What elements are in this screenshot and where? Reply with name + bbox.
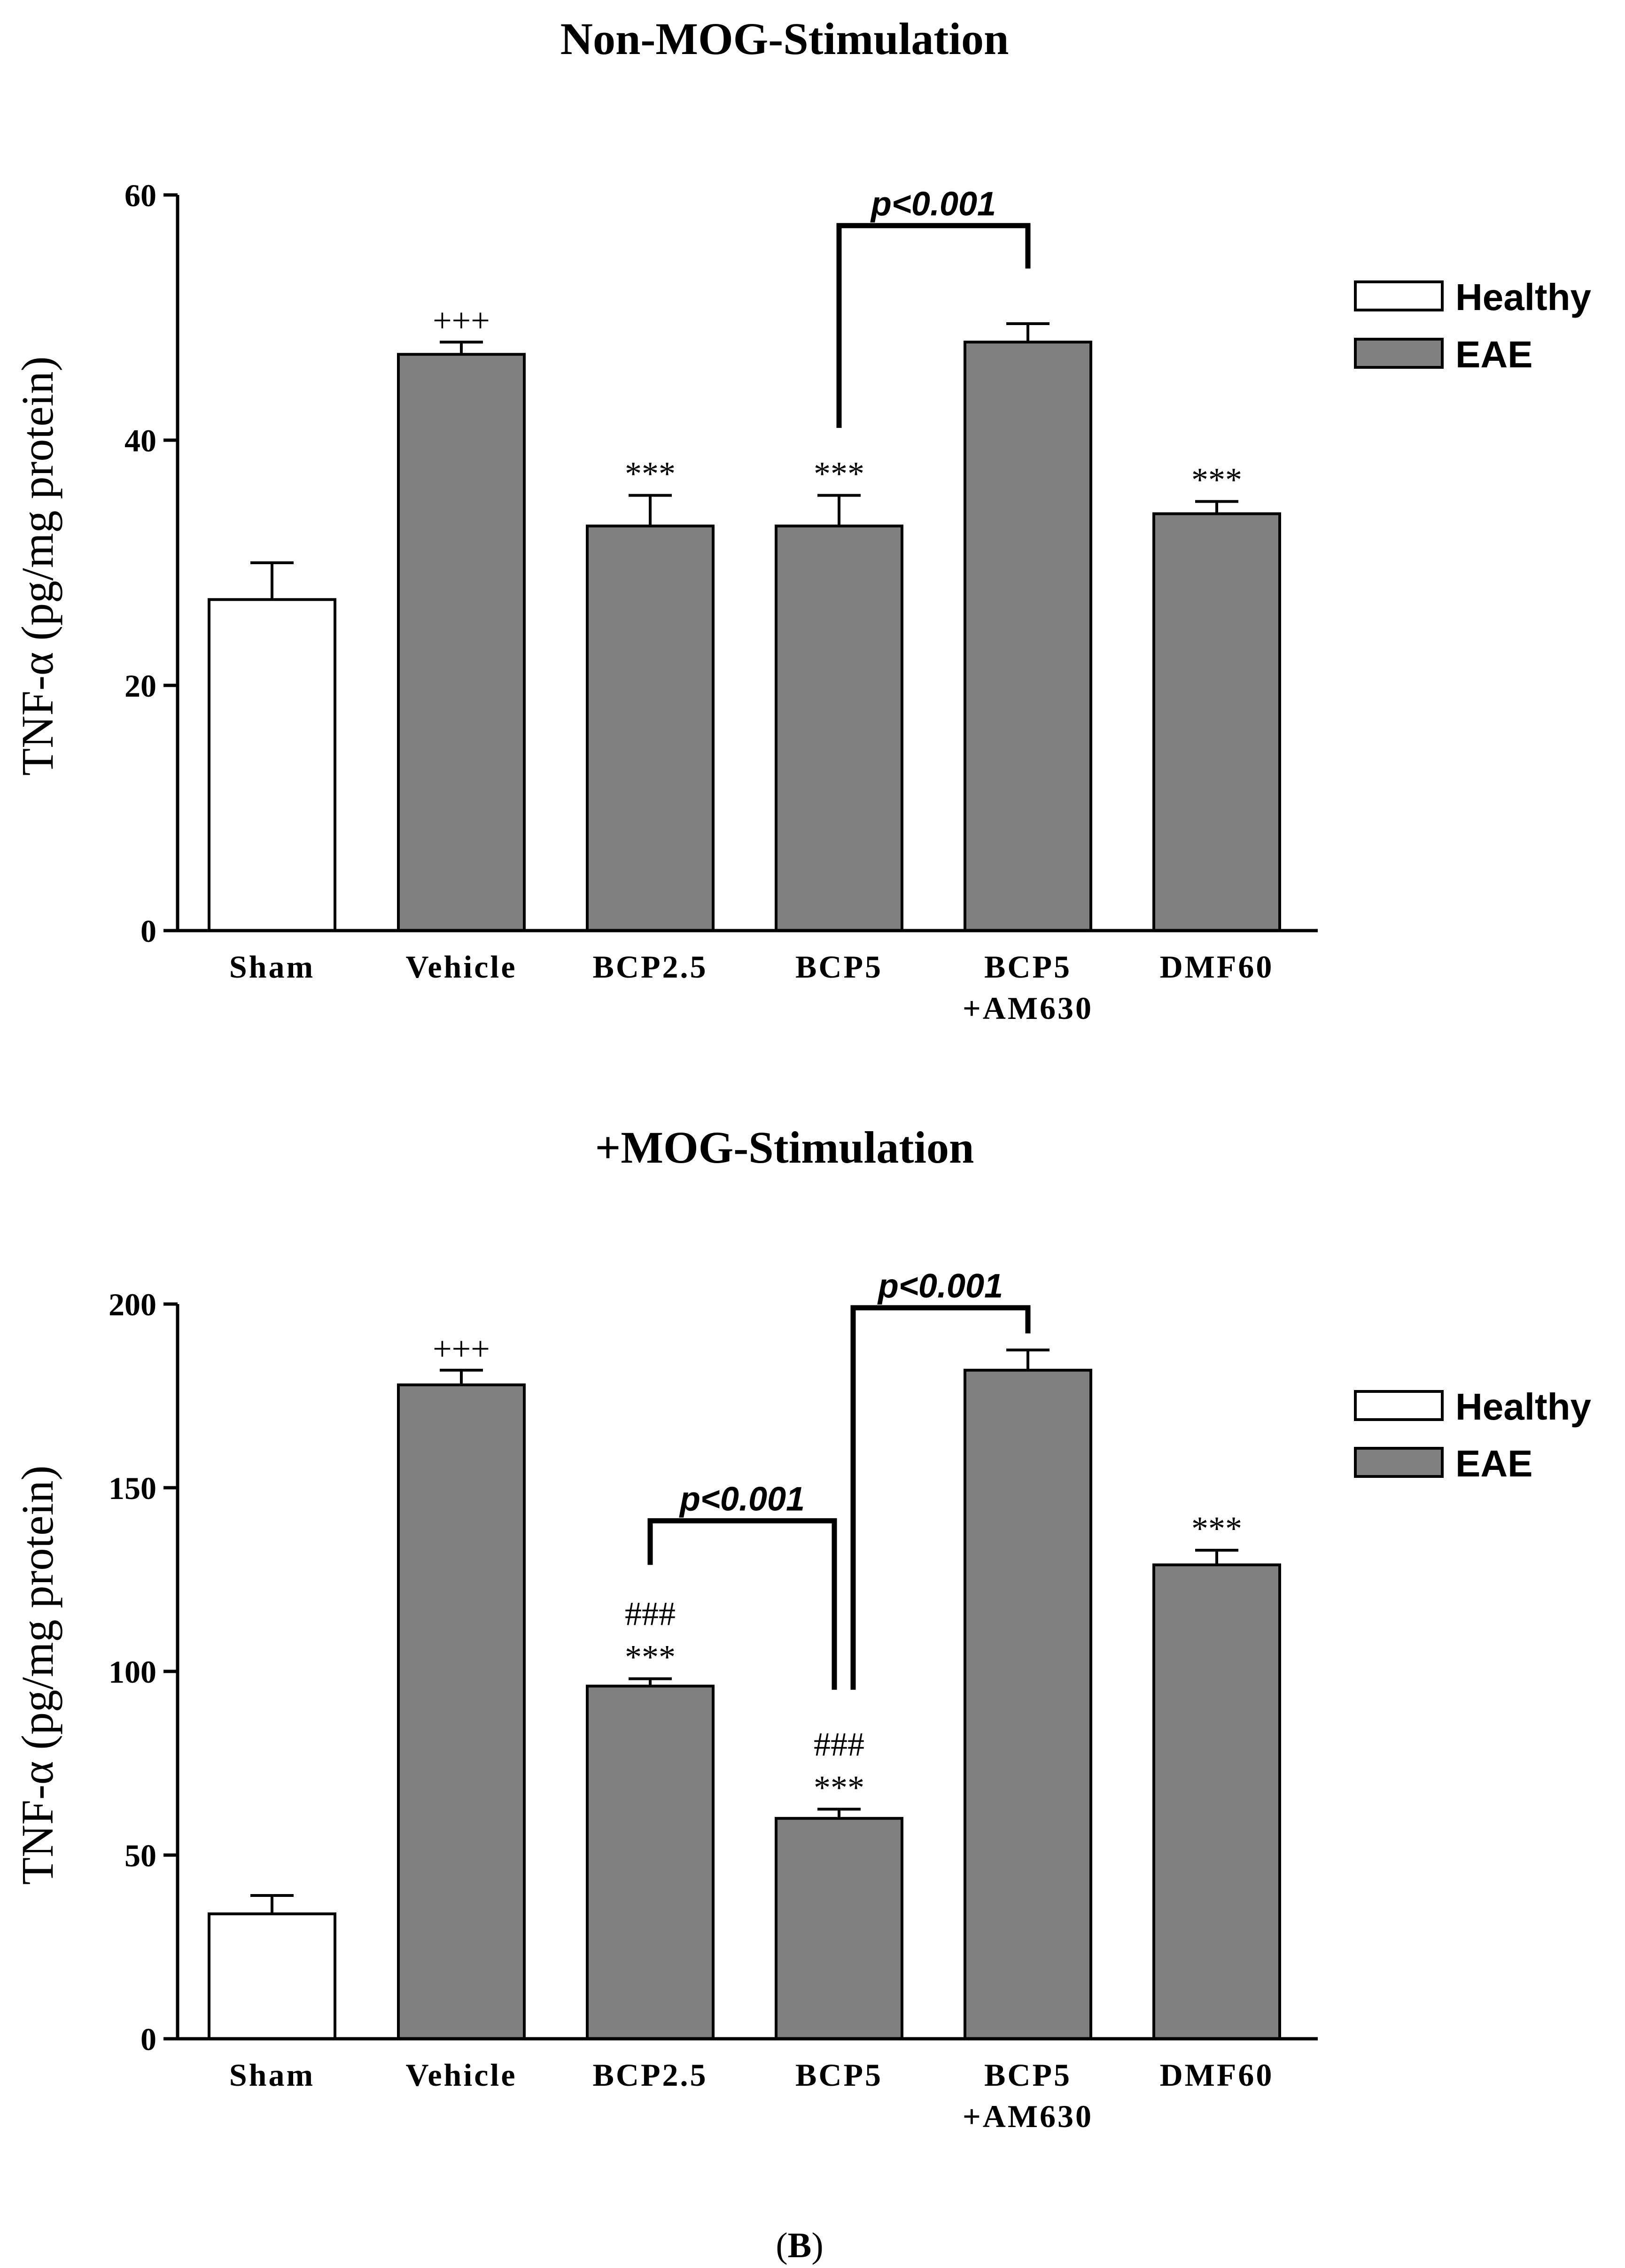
comparison-brackets: p<0.001 p<0.001 — [647, 1267, 1031, 1690]
star-annotation: *** — [1191, 461, 1242, 499]
x-category-label: +AM630 — [963, 990, 1093, 1026]
legend-swatch-eae — [1354, 338, 1444, 369]
comparison-bracket — [836, 223, 1031, 428]
bar-sham — [208, 598, 336, 932]
comparison-bracket — [647, 1518, 837, 1690]
star-annotation: *** — [814, 455, 864, 492]
legend-label-eae: EAE — [1455, 334, 1533, 375]
star-annotation: *** — [1191, 1510, 1242, 1547]
x-category-label: BCP2.5 — [593, 949, 708, 985]
x-category-label: BCP5 — [984, 2057, 1072, 2093]
bar-bcp5am630 — [964, 1368, 1092, 2040]
hash-annotation: ### — [625, 1595, 676, 1633]
star-annotation: *** — [625, 1639, 676, 1676]
error-bars — [250, 322, 1238, 600]
y-tick-label: 0 — [140, 2021, 156, 2057]
error-bars — [250, 1348, 1238, 1914]
bars — [208, 341, 1281, 932]
legend-panel-2: Healthy EAE — [1354, 1386, 1591, 1484]
star-annotation: *** — [625, 455, 676, 492]
x-category-label: BCP2.5 — [593, 2057, 708, 2093]
plus-annotation: +++ — [433, 1330, 490, 1367]
y-tick-label: 60 — [124, 178, 156, 213]
x-category-label: Vehicle — [405, 949, 517, 985]
bar-bcp5 — [775, 1817, 903, 2041]
y-tick-label: 50 — [124, 1838, 156, 1873]
y-axis-ticks: 0 50 100 150 200 — [109, 1287, 178, 2057]
legend-label-healthy: Healthy — [1455, 276, 1591, 318]
x-category-label: Sham — [229, 949, 315, 985]
y-tick-label: 20 — [124, 668, 156, 704]
significance-annotations: +++ *** *** *** — [433, 302, 1242, 498]
chart-mog: +MOG-Stimulation TNF-α (pg/mg protein) 0… — [12, 1122, 1318, 2134]
legend-swatch-eae — [1354, 1447, 1444, 1478]
bar-dmf60 — [1152, 1563, 1281, 2040]
plus-annotation: +++ — [433, 302, 490, 339]
hash-annotation: ### — [814, 1725, 864, 1763]
x-category-label: BCP5 — [984, 949, 1072, 985]
x-axis-category-labels: Sham Vehicle BCP2.5 BCP5 BCP5 +AM630 DMF60 — [229, 949, 1274, 1026]
x-category-label: BCP5 — [795, 2057, 883, 2093]
legend-panel-1: Healthy EAE — [1354, 276, 1591, 375]
bar-bcp5am630 — [964, 341, 1092, 932]
chart-title: +MOG-Stimulation — [595, 1122, 974, 1173]
figure-caption: (B) — [776, 2226, 823, 2265]
bar-bcp2.5 — [586, 524, 715, 932]
y-axis-ticks: 0 20 40 60 — [124, 178, 178, 949]
p-value-label: p<0.001 — [870, 185, 996, 223]
chart-title: Non-MOG-Stimulation — [560, 14, 1009, 64]
bar-bcp5 — [775, 524, 903, 932]
x-category-label: BCP5 — [795, 949, 883, 985]
legend-swatch-healthy — [1354, 280, 1444, 311]
x-category-label: Sham — [229, 2057, 315, 2093]
y-tick-label: 200 — [109, 1287, 156, 1322]
p-value-label: p<0.001 — [679, 1480, 805, 1518]
x-category-label: Vehicle — [405, 2057, 517, 2093]
chart-non-mog: Non-MOG-Stimulation TNF-α (pg/mg protein… — [12, 14, 1318, 1026]
y-tick-label: 150 — [109, 1470, 156, 1506]
x-axis-category-labels: Sham Vehicle BCP2.5 BCP5 BCP5 +AM630 DMF60 — [229, 2057, 1274, 2134]
y-tick-label: 0 — [140, 913, 156, 949]
comparison-bracket — [850, 1305, 1031, 1690]
legend-label-eae: EAE — [1455, 1443, 1533, 1484]
significance-annotations: +++ ### *** ### *** *** — [433, 1330, 1242, 1806]
p-value-label: p<0.001 — [877, 1267, 1003, 1305]
y-tick-label: 100 — [109, 1654, 156, 1690]
x-category-label: +AM630 — [963, 2098, 1093, 2134]
y-tick-label: 40 — [124, 423, 156, 458]
bar-dmf60 — [1152, 512, 1281, 932]
legend-swatch-healthy — [1354, 1390, 1444, 1421]
star-annotation: *** — [814, 1769, 864, 1806]
comparison-brackets: p<0.001 — [836, 185, 1031, 428]
bar-vehicle — [397, 353, 526, 932]
bar-bcp2.5 — [586, 1685, 715, 2040]
bars — [208, 1368, 1281, 2041]
y-axis-label: TNF-α (pg/mg protein) — [12, 1466, 62, 1885]
legend-label-healthy: Healthy — [1455, 1386, 1591, 1428]
x-category-label: DMF60 — [1160, 949, 1274, 985]
y-axis-label: TNF-α (pg/mg protein) — [12, 357, 62, 776]
bar-sham — [208, 1912, 336, 2041]
x-category-label: DMF60 — [1160, 2057, 1274, 2093]
bar-vehicle — [397, 1383, 526, 2040]
